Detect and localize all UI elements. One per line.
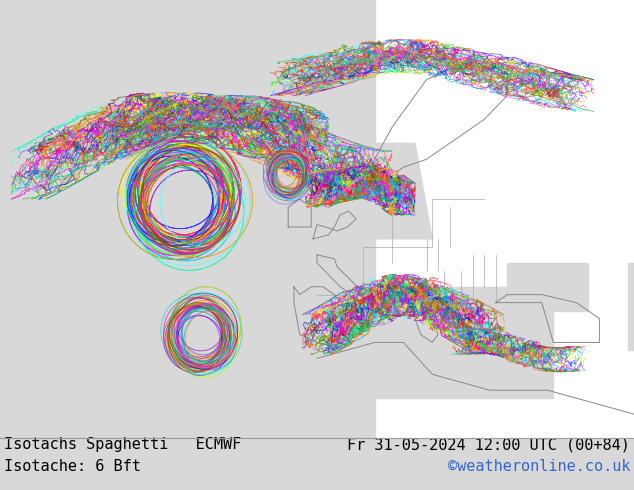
Text: Fr 31-05-2024 12:00 UTC (00+84): Fr 31-05-2024 12:00 UTC (00+84) [347,437,630,452]
Text: ©weatheronline.co.uk: ©weatheronline.co.uk [448,459,630,474]
Text: Isotache: 6 Bft: Isotache: 6 Bft [4,459,141,474]
Polygon shape [507,263,588,311]
Text: Isotachs Spaghetti   ECMWF: Isotachs Spaghetti ECMWF [4,437,242,452]
Polygon shape [628,263,634,350]
Polygon shape [317,144,432,239]
FancyBboxPatch shape [0,438,634,490]
Polygon shape [0,0,231,159]
Polygon shape [317,287,553,398]
